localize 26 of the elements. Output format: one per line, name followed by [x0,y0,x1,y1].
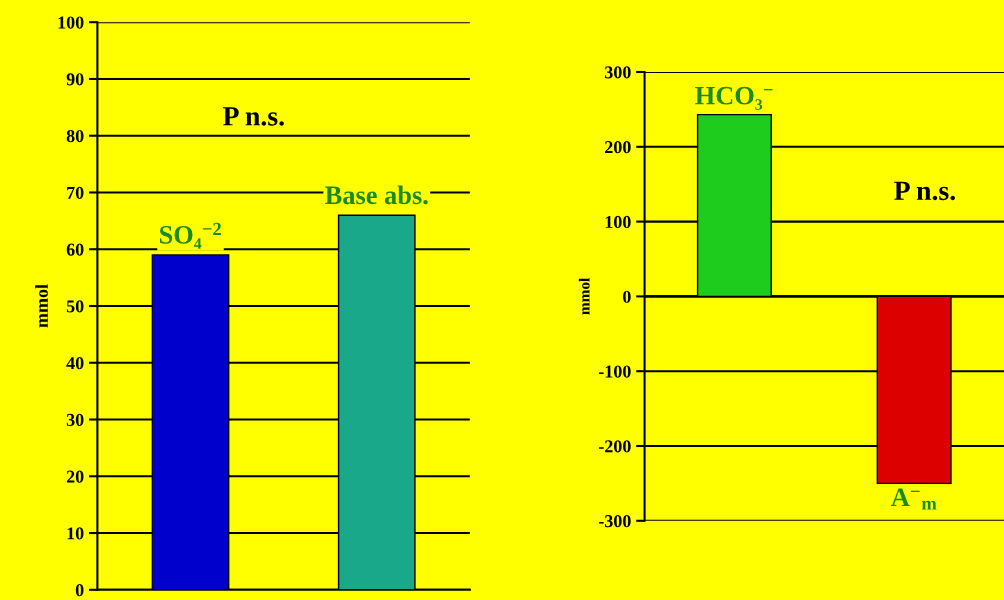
annotation: P n.s. [894,181,955,201]
y-tick-label: -200 [598,440,631,453]
y-tick-label: 20 [66,470,84,483]
y-tick-label: 70 [67,186,84,199]
y-tick-label: -300 [598,515,631,528]
y-tick-label: 80 [66,129,84,143]
y-tick-label: 30 [66,413,84,426]
x-tick-label: A$^{−}$$_{m}$ [891,488,937,510]
y-axis-title: mmol [578,277,590,315]
y-tick-label: 90 [66,73,84,86]
x-tick-label: HCO₃$^{−}$ [695,86,773,110]
x-tick-label: SO₄$^{−2}$ [159,222,221,249]
y-tick-label: 100 [605,215,631,229]
y-tick-label: 60 [66,243,84,256]
y-tick-label: 10 [67,527,84,540]
y-tick-label: 50 [66,300,84,313]
y-axis-title: mmol [35,284,48,328]
x-tick-label: Base abs. [325,185,428,205]
y-tick-label: 40 [66,357,84,370]
annotation: P n.s. [223,107,284,126]
y-tick-label: 100 [58,16,84,29]
y-tick-label: 200 [605,141,631,154]
y-tick-label: 300 [604,66,631,79]
y-tick-label: 0 [75,584,84,597]
y-tick-label: -100 [598,365,631,378]
y-tick-label: 0 [623,290,631,303]
